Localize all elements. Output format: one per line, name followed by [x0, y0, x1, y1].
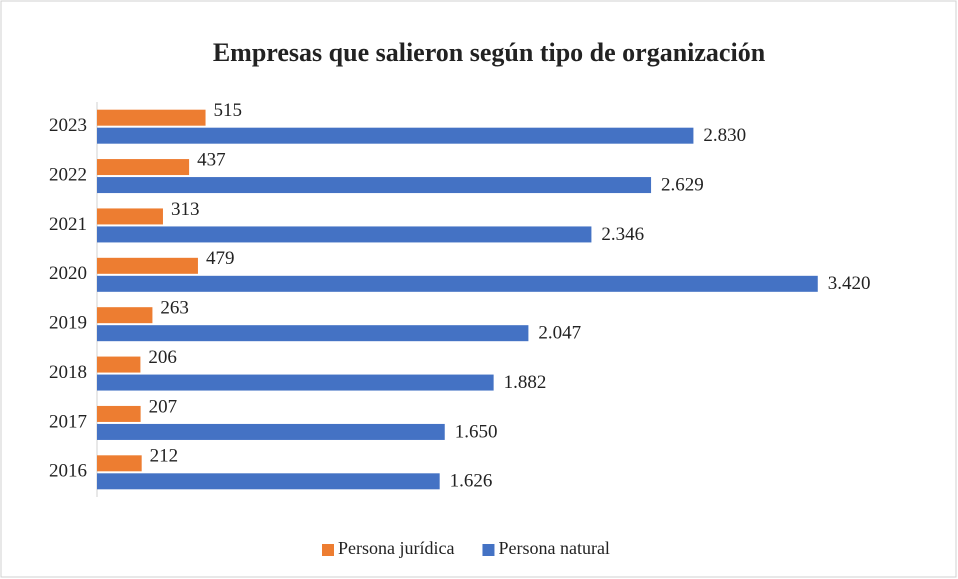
y-tick-label: 2019: [49, 313, 87, 334]
data-label: 2.047: [538, 323, 581, 344]
data-label: 2.830: [703, 125, 746, 146]
y-tick-label: 2023: [49, 115, 87, 136]
bar: [97, 455, 142, 472]
y-tick-label: 2021: [49, 214, 87, 235]
data-label: 1.882: [504, 372, 547, 393]
legend-swatch: [482, 544, 495, 556]
bar: [97, 177, 652, 194]
bar: [97, 159, 190, 176]
data-label: 479: [206, 248, 235, 269]
bar: [97, 275, 818, 292]
y-tick-label: 2017: [49, 411, 87, 432]
bar: [97, 374, 494, 391]
bar: [97, 356, 141, 373]
legend-label: Persona natural: [498, 538, 609, 558]
data-label: 313: [171, 199, 200, 220]
bar: [97, 405, 141, 422]
bar: [97, 325, 529, 342]
data-label: 1.626: [450, 471, 493, 492]
data-label: 437: [197, 149, 226, 170]
bar: [97, 473, 440, 490]
data-label: 2.346: [601, 224, 644, 245]
data-label: 515: [214, 100, 243, 121]
legend-swatch: [322, 544, 334, 556]
data-label: 1.650: [455, 421, 498, 442]
data-label: 207: [149, 396, 178, 417]
bar: [97, 423, 445, 440]
bar: [97, 307, 153, 324]
legend-label: Persona jurídica: [338, 538, 454, 558]
data-label: 3.420: [828, 273, 871, 294]
data-label: 2.629: [661, 174, 704, 195]
bar: [97, 208, 163, 225]
bar: [97, 226, 592, 243]
chart-title: Empresas que salieron según tipo de orga…: [213, 38, 766, 67]
bar: [97, 127, 694, 144]
data-label: 206: [148, 347, 177, 368]
bar: [97, 257, 198, 274]
y-tick-label: 2016: [49, 461, 87, 482]
bar: [97, 109, 206, 126]
data-label: 212: [150, 446, 179, 467]
data-label: 263: [160, 298, 189, 319]
y-tick-label: 2018: [49, 362, 87, 383]
y-tick-label: 2022: [49, 164, 87, 185]
y-tick-label: 2020: [49, 263, 87, 284]
